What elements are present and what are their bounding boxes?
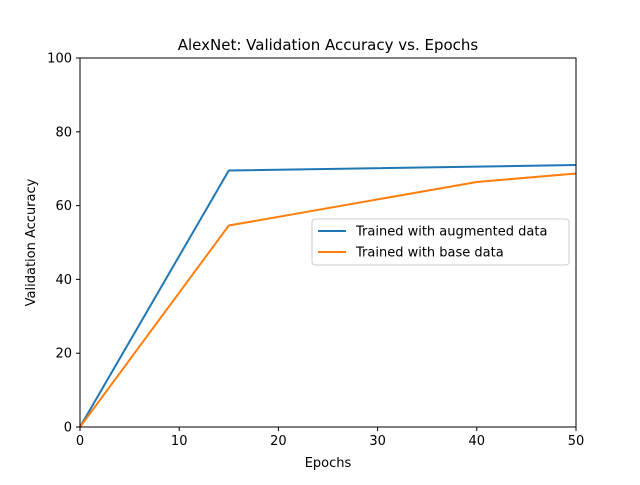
axis-ticks: 0 10 20 30 40 50 0 20 40 60 80 100 xyxy=(47,52,584,450)
legend: Trained with augmented data Trained with… xyxy=(311,218,570,266)
x-tick-label-3: 30 xyxy=(369,434,386,449)
y-tick-label-0: 0 xyxy=(64,421,72,436)
x-tick-label-1: 10 xyxy=(171,434,188,449)
series-line-1 xyxy=(79,172,577,428)
y-tick-label-2: 40 xyxy=(55,273,72,288)
x-tick-label-2: 20 xyxy=(270,434,287,449)
y-axis-label: Validation Accuracy xyxy=(24,178,39,306)
x-axis-label: Epochs xyxy=(305,456,352,471)
series-line-0 xyxy=(79,164,577,428)
x-tick-label-4: 40 xyxy=(469,434,486,449)
chart-title: AlexNet: Validation Accuracy vs. Epochs xyxy=(178,36,479,54)
legend-label-augmented: Trained with augmented data xyxy=(355,225,547,240)
legend-label-base: Trained with base data xyxy=(355,246,504,261)
legend-box xyxy=(311,218,570,266)
y-tick-label-5: 100 xyxy=(47,52,72,67)
plot-frame xyxy=(79,57,577,428)
y-tick-label-1: 20 xyxy=(55,347,72,362)
y-tick-label-3: 60 xyxy=(55,199,72,214)
y-tick-label-4: 80 xyxy=(55,125,72,140)
x-tick-label-5: 50 xyxy=(568,434,585,449)
series-lines xyxy=(79,164,577,428)
x-tick-label-0: 0 xyxy=(76,434,84,449)
